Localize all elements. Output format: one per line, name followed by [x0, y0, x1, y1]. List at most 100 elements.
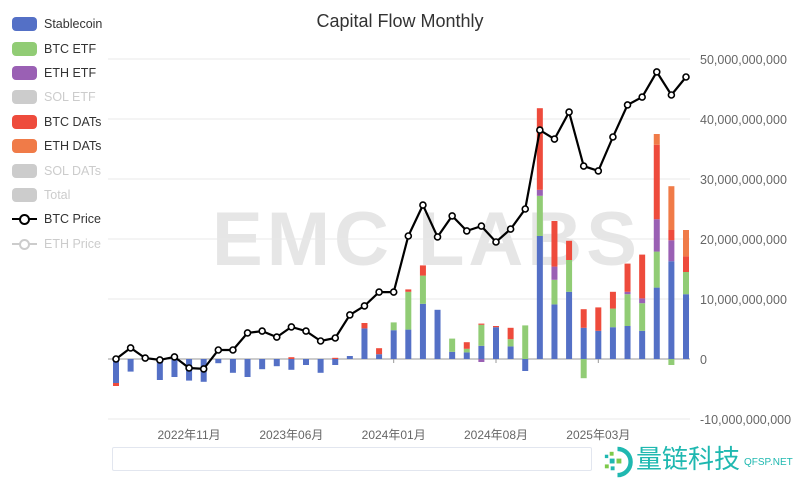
btc-price-point — [389, 288, 398, 296]
x-tick-label: 2022年11月 — [157, 428, 220, 442]
y-tick-label: 20,000,000,000 — [700, 233, 787, 247]
bar-stablecoin — [127, 359, 134, 372]
bar-stablecoin — [434, 309, 441, 359]
legend-item-eth-etf[interactable]: ETH ETF — [12, 61, 102, 85]
bar-stablecoin — [507, 346, 514, 359]
bar-stablecoin — [419, 303, 426, 359]
btc-price-point — [287, 323, 296, 331]
bar-btc-dats — [376, 348, 383, 355]
legend-swatch — [12, 187, 37, 202]
legend-item-sol-etf[interactable]: SOL ETF — [12, 85, 102, 109]
bar-btc-etf — [463, 348, 470, 353]
legend-item-btc-etf[interactable]: BTC ETF — [12, 36, 102, 60]
legend-item-eth-price[interactable]: ETH Price — [12, 232, 102, 256]
chart-title: Capital Flow Monthly — [316, 11, 484, 31]
y-tick-label: 50,000,000,000 — [700, 53, 787, 67]
bar-btc-etf — [536, 195, 543, 236]
bar-btc-etf — [609, 308, 616, 328]
btc-price-point — [594, 167, 603, 175]
bar-stablecoin — [317, 359, 324, 373]
bar-btc-dats — [493, 326, 499, 328]
bar-btc-dats — [683, 256, 689, 272]
bar-stablecoin — [463, 352, 470, 359]
bar-btc-etf — [624, 294, 631, 326]
legend-swatch — [12, 65, 37, 80]
bar-btc-etf — [580, 359, 587, 379]
btc-price-point — [682, 73, 690, 81]
legend-swatch — [12, 17, 37, 32]
btc-price-point — [667, 91, 676, 99]
y-tick-label: 10,000,000,000 — [700, 293, 787, 307]
btc-price-point — [170, 353, 179, 361]
btc-price-point — [419, 201, 427, 209]
bar-btc-etf — [405, 291, 412, 330]
bar-btc-dats — [609, 291, 616, 309]
bar-btc-dats — [536, 108, 543, 190]
bar-btc-dats — [463, 342, 470, 349]
bar-stablecoin — [156, 359, 163, 380]
legend-item-stablecoin[interactable]: Stablecoin — [12, 12, 102, 36]
legend-item-total[interactable]: Total — [12, 183, 102, 207]
btc-price-point — [243, 329, 252, 337]
legend-item-sol-dats[interactable]: SOL DATs — [12, 158, 102, 182]
legend-label: Total — [44, 187, 71, 202]
bar-btc-dats — [419, 265, 426, 276]
bar-eth-dats — [653, 134, 660, 145]
bar-btc-etf — [390, 322, 397, 331]
bar-btc-etf — [566, 260, 573, 292]
bar-stablecoin — [624, 326, 631, 359]
btc-price-point — [404, 232, 413, 240]
y-tick-label: 0 — [700, 353, 707, 367]
btc-price-point — [141, 354, 150, 362]
bar-stablecoin — [551, 304, 558, 359]
bar-btc-etf — [507, 339, 514, 347]
btc-price-point — [360, 302, 369, 310]
bar-btc-dats — [595, 307, 602, 331]
bar-eth-dats — [683, 230, 689, 257]
bar-stablecoin — [595, 330, 602, 359]
bar-stablecoin — [478, 345, 485, 359]
legend-label: BTC ETF — [44, 41, 97, 56]
bar-btc-dats — [566, 240, 573, 260]
btc-price-point — [609, 133, 617, 141]
bar-stablecoin — [346, 356, 353, 359]
line-marker-icon — [12, 237, 37, 251]
legend-label: ETH ETF — [44, 65, 97, 80]
bar-eth-etf — [624, 291, 631, 295]
legend-swatch — [12, 41, 37, 56]
legend-label: ETH DATs — [44, 139, 102, 154]
legend-item-eth-dats[interactable]: ETH DATs — [12, 134, 102, 158]
x-tick-label: 2024年01月 — [362, 428, 426, 442]
bar-stablecoin — [390, 330, 397, 359]
btc-price-point — [492, 238, 500, 246]
data-zoom-slider[interactable] — [112, 447, 592, 471]
bar-btc-dats — [113, 383, 119, 386]
legend-swatch — [12, 90, 37, 105]
btc-price-point — [638, 93, 646, 101]
btc-price-point — [521, 205, 530, 213]
legend-item-btc-price[interactable]: BTC Price — [12, 207, 102, 231]
bar-eth-etf — [653, 219, 660, 252]
bar-btc-dats — [332, 357, 339, 359]
bar-stablecoin — [522, 359, 529, 371]
bar-eth-dats — [668, 186, 675, 230]
legend-item-btc-dats[interactable]: BTC DATs — [12, 110, 102, 134]
bar-stablecoin — [580, 327, 587, 359]
legend-label: SOL ETF — [44, 90, 96, 105]
btc-price-point — [550, 135, 559, 143]
btc-price-point — [258, 327, 266, 335]
legend-label: BTC Price — [44, 212, 101, 227]
bar-btc-etf — [449, 338, 456, 352]
legend-label: SOL DATs — [44, 163, 101, 178]
bar-stablecoin — [361, 328, 368, 359]
bar-stablecoin — [653, 287, 660, 359]
qfsp-logo: 量链科技 QFSP.NET — [600, 445, 800, 480]
btc-price-point — [506, 225, 515, 233]
btc-price-point — [477, 222, 486, 230]
x-tick-label: 2025年03月 — [566, 428, 630, 442]
bar-stablecoin — [405, 329, 412, 359]
bar-eth-etf — [668, 240, 675, 262]
bar-btc-dats — [653, 144, 660, 220]
btc-price-point — [316, 337, 325, 345]
